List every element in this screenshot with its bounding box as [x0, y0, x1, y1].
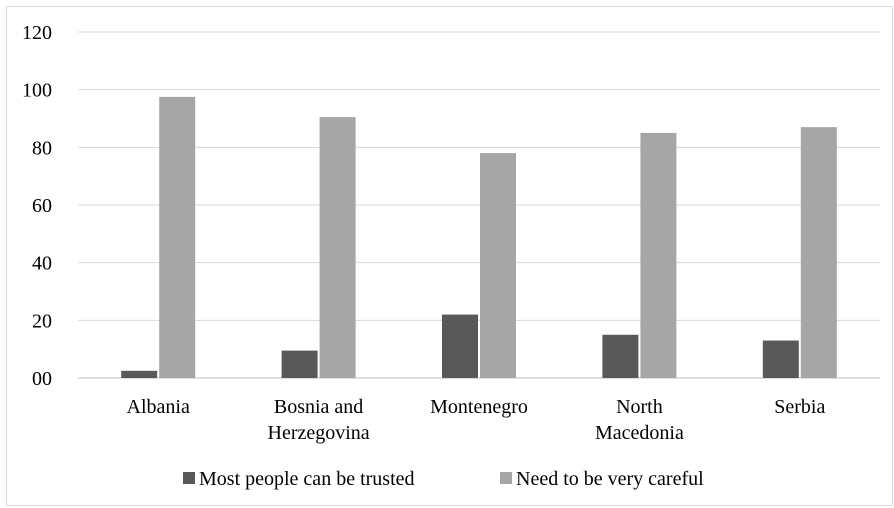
bar-careful-0	[159, 96, 196, 378]
bar-trusted-4	[762, 340, 799, 378]
bar-careful-3	[640, 132, 677, 378]
x-tick-label-1-1: Herzegovina	[268, 422, 370, 444]
x-tick-label-4-0: Serbia	[774, 396, 825, 418]
x-tick-label-1-0: Bosnia and	[274, 396, 363, 418]
bar-trusted-2	[442, 314, 478, 378]
legend-swatch-careful	[500, 472, 512, 484]
legend-label-careful: Need to be very careful	[516, 468, 704, 490]
y-tick-label-40: 40	[32, 253, 52, 275]
bar-trusted-3	[602, 334, 639, 378]
legend-label-trusted: Most people can be trusted	[199, 468, 415, 490]
x-tick-label-2-0: Montenegro	[430, 396, 528, 418]
y-tick-label-120: 120	[22, 22, 52, 44]
legend-swatch-trusted	[183, 472, 195, 484]
y-tick-label-80: 80	[32, 137, 52, 159]
bar-trusted-1	[281, 350, 318, 378]
y-tick-label-60: 60	[32, 195, 52, 217]
x-tick-label-3-1: Macedonia	[595, 422, 684, 444]
bar-careful-2	[480, 153, 516, 378]
bar-careful-4	[800, 127, 837, 379]
x-tick-label-0-0: Albania	[127, 396, 190, 418]
bar-careful-1	[319, 117, 356, 378]
bar-trusted-0	[121, 370, 158, 378]
y-tick-label-20: 20	[32, 310, 52, 332]
y-tick-label-100: 100	[22, 80, 52, 102]
x-tick-label-3-0: North	[616, 396, 663, 418]
y-tick-label-0: 00	[32, 368, 52, 390]
